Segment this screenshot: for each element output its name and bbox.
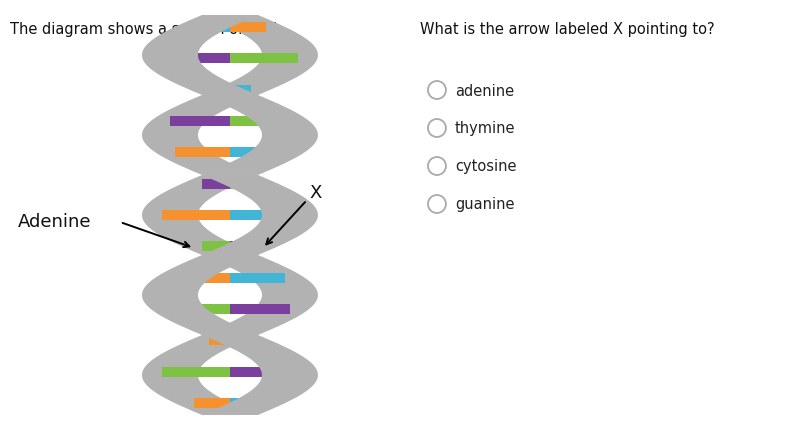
Bar xyxy=(209,335,230,346)
Bar xyxy=(230,179,258,189)
Text: X: X xyxy=(310,184,322,202)
Polygon shape xyxy=(142,15,318,175)
Polygon shape xyxy=(142,175,318,335)
Polygon shape xyxy=(142,335,258,415)
Text: thymine: thymine xyxy=(455,122,515,136)
Bar xyxy=(162,210,230,220)
Text: What is the arrow labeled X pointing to?: What is the arrow labeled X pointing to? xyxy=(420,22,714,37)
Bar xyxy=(194,22,230,32)
Bar xyxy=(194,398,230,408)
Text: guanine: guanine xyxy=(455,197,514,213)
Bar xyxy=(230,22,266,32)
Text: cytosine: cytosine xyxy=(455,159,517,174)
Bar xyxy=(230,116,290,126)
Bar xyxy=(230,304,290,314)
Bar xyxy=(230,210,298,220)
Bar xyxy=(175,273,230,283)
Bar xyxy=(209,85,230,95)
Bar xyxy=(230,398,266,408)
Text: The diagram shows a section of DNA.: The diagram shows a section of DNA. xyxy=(10,22,284,37)
Bar xyxy=(230,53,298,63)
Polygon shape xyxy=(142,15,318,175)
Bar xyxy=(175,147,230,157)
Bar xyxy=(170,304,230,314)
Bar xyxy=(162,367,230,377)
Text: Adenine: Adenine xyxy=(18,213,91,231)
Bar xyxy=(202,179,230,189)
Polygon shape xyxy=(202,335,318,415)
Bar xyxy=(230,367,298,377)
Bar xyxy=(162,53,230,63)
Bar xyxy=(230,241,258,251)
Bar xyxy=(202,241,230,251)
Polygon shape xyxy=(142,175,318,335)
Bar xyxy=(230,147,285,157)
Bar xyxy=(230,85,251,95)
Bar xyxy=(230,273,285,283)
Bar xyxy=(170,116,230,126)
Bar xyxy=(230,335,251,346)
Text: adenine: adenine xyxy=(455,84,514,98)
